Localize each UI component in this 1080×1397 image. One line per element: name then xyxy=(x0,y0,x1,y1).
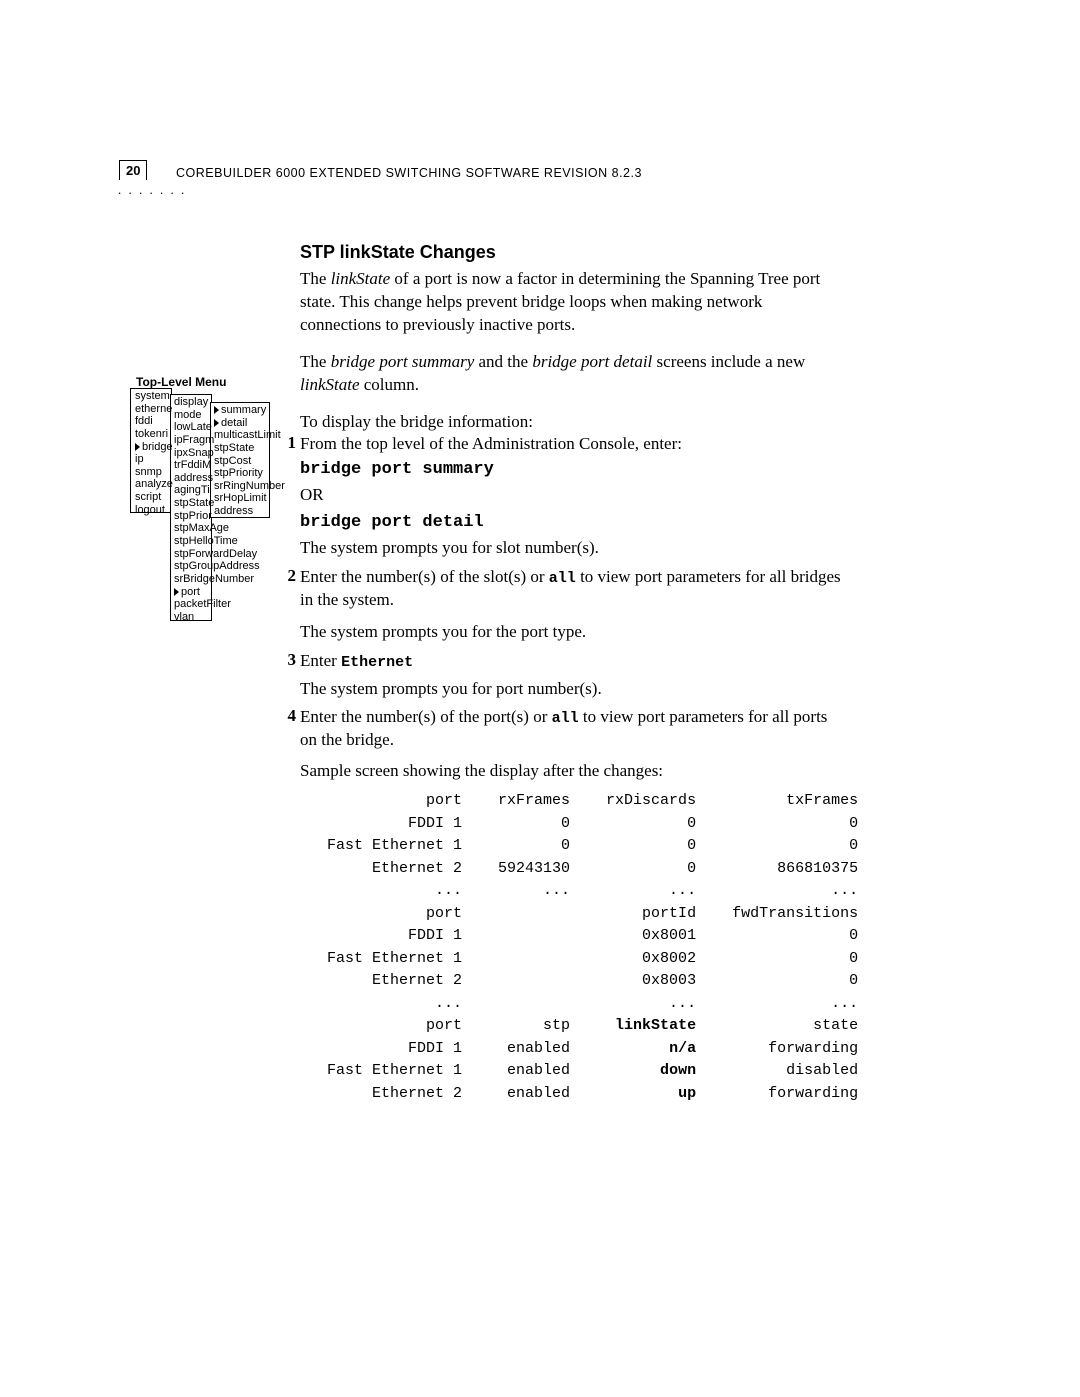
step-num-1: 1 xyxy=(282,433,296,453)
menu-col-1[interactable]: systemethernefdditokenribridgeipsnmpanal… xyxy=(135,390,175,516)
prompt-slot: The system prompts you for slot number(s… xyxy=(300,537,845,560)
page-number: 20 xyxy=(119,160,147,180)
step-num-4: 4 xyxy=(282,706,296,726)
step-num-3: 3 xyxy=(282,650,296,670)
step-num-2: 2 xyxy=(282,566,296,586)
or-text: OR xyxy=(300,484,845,507)
step-1: From the top level of the Administration… xyxy=(300,433,845,456)
prompt-type: The system prompts you for the port type… xyxy=(300,621,845,644)
cmd-2: bridge port detail xyxy=(300,512,845,535)
sample-intro: Sample screen showing the display after … xyxy=(300,760,845,783)
section-title: STP linkState Changes xyxy=(300,242,496,263)
prompt-port: The system prompts you for port number(s… xyxy=(300,678,845,701)
running-header: COREBUILDER 6000 EXTENDED SWITCHING SOFT… xyxy=(176,166,642,180)
step-4: Enter the number(s) of the port(s) or al… xyxy=(300,706,845,752)
step-3: Enter Ethernet xyxy=(300,650,845,673)
menu-title: Top-Level Menu xyxy=(136,375,226,389)
menu-col-3[interactable]: summarydetailmulticastLimitstpStatestpCo… xyxy=(214,404,279,518)
body-text: The linkState of a port is now a factor … xyxy=(300,268,845,448)
decoration-dots: . . . . . . . xyxy=(118,182,186,198)
sample-output: port rxFrames rxDiscards txFrames FDDI 1… xyxy=(300,790,845,1105)
cmd-1: bridge port summary xyxy=(300,459,845,482)
step-2: Enter the number(s) of the slot(s) or al… xyxy=(300,566,845,612)
